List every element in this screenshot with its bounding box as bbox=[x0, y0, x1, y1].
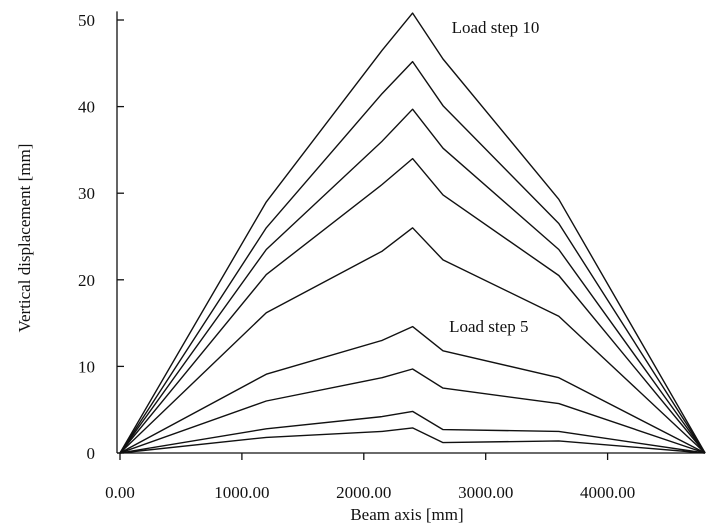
y-tick-label: 40 bbox=[78, 98, 95, 117]
x-tick-label: 3000.00 bbox=[458, 483, 513, 502]
series-line-7 bbox=[119, 108, 706, 454]
x-tick-label: 4000.00 bbox=[580, 483, 635, 502]
x-tick-label: 0.00 bbox=[105, 483, 135, 502]
y-tick-label: 30 bbox=[78, 184, 95, 203]
x-axis-ticks: 0.00 1000.00 2000.00 3000.00 4000.00 bbox=[105, 453, 635, 502]
annotation-label: Load step 10 bbox=[452, 18, 540, 37]
y-tick-label: 20 bbox=[78, 271, 95, 290]
series-line-3 bbox=[119, 368, 706, 454]
y-axis-ticks: 0 10 20 30 40 50 bbox=[78, 11, 124, 463]
annotation-label: Load step 5 bbox=[449, 317, 528, 336]
y-tick-label: 0 bbox=[87, 444, 96, 463]
series-line-8 bbox=[119, 60, 706, 454]
series-line-2 bbox=[119, 410, 706, 454]
series-line-4 bbox=[119, 325, 706, 454]
series-group bbox=[119, 12, 706, 454]
series-line-9 bbox=[119, 12, 706, 454]
y-tick-label: 10 bbox=[78, 357, 95, 376]
series-line-1 bbox=[119, 427, 706, 454]
series-line-6 bbox=[119, 157, 706, 454]
annotations: Load step 10 Load step 5 bbox=[449, 18, 539, 336]
x-axis-title: Beam axis [mm] bbox=[350, 505, 463, 524]
x-tick-label: 2000.00 bbox=[336, 483, 391, 502]
y-axis-title: Vertical displacement [mm] bbox=[15, 144, 34, 333]
y-tick-label: 50 bbox=[78, 11, 95, 30]
x-tick-label: 1000.00 bbox=[214, 483, 269, 502]
series-line-5 bbox=[119, 227, 706, 454]
